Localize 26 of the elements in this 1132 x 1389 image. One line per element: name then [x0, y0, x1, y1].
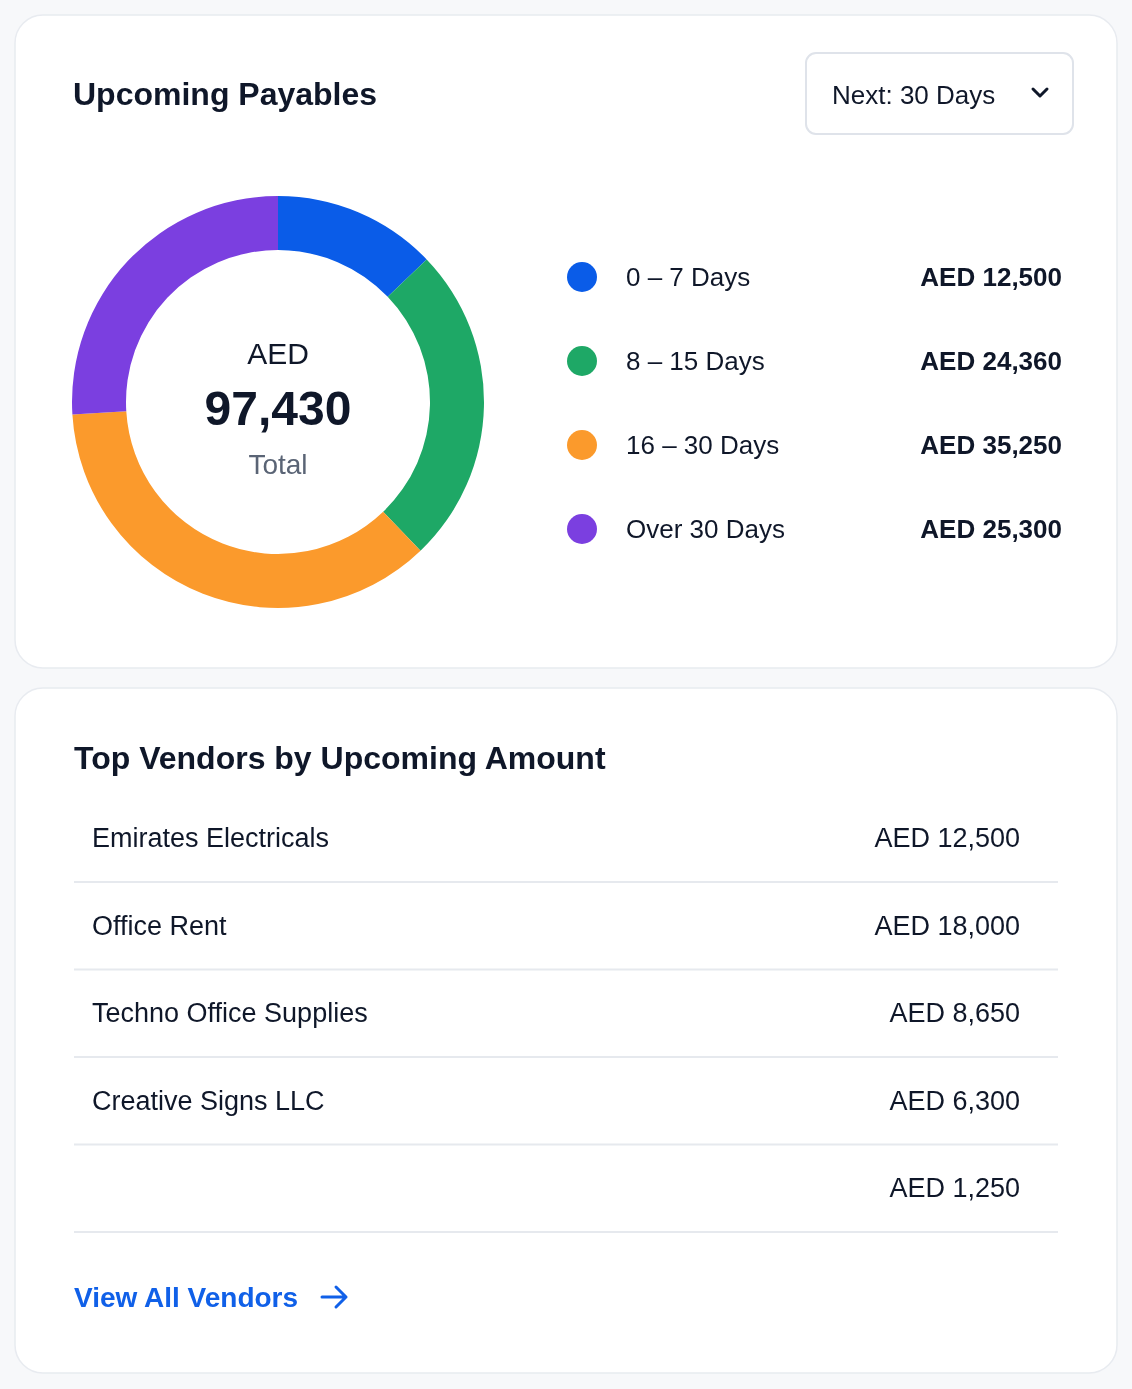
category-label: Creative Signs LLC	[92, 1085, 325, 1116]
text: Total	[248, 449, 308, 480]
chart-title: Upcoming Payables	[73, 76, 378, 112]
donut-slice	[383, 259, 484, 551]
data-label: AED 12,500	[920, 262, 1062, 292]
data-label: AED 24,360	[920, 346, 1062, 376]
legend-label: 8 – 15 Days	[626, 346, 765, 376]
text: AED 6,300	[889, 1085, 1020, 1116]
legend-label: 16 – 30 Days	[626, 430, 780, 460]
text: 97,430	[204, 382, 352, 435]
text: Next: 30 Days	[832, 80, 996, 110]
category-label: Emirates Electricals	[92, 823, 330, 853]
text: AED 12,500	[874, 823, 1020, 853]
data-label: AED 35,250	[920, 430, 1062, 460]
text: Top Vendors by Upcoming Amount	[74, 740, 606, 776]
category-label: Office Rent	[92, 910, 228, 941]
text: AED 8,650	[889, 998, 1020, 1028]
text: AED 18,000	[874, 910, 1020, 941]
text: View All Vendors	[74, 1282, 299, 1313]
donut-slice	[278, 196, 427, 297]
data-label: AED 25,300	[920, 514, 1062, 544]
category-label: Techno Office Supplies	[92, 998, 368, 1028]
legend-label: Over 30 Days	[626, 514, 785, 544]
legend-label: 0 – 7 Days	[626, 262, 751, 292]
text: AED 1,250	[889, 1173, 1020, 1203]
text: AED	[247, 337, 309, 370]
